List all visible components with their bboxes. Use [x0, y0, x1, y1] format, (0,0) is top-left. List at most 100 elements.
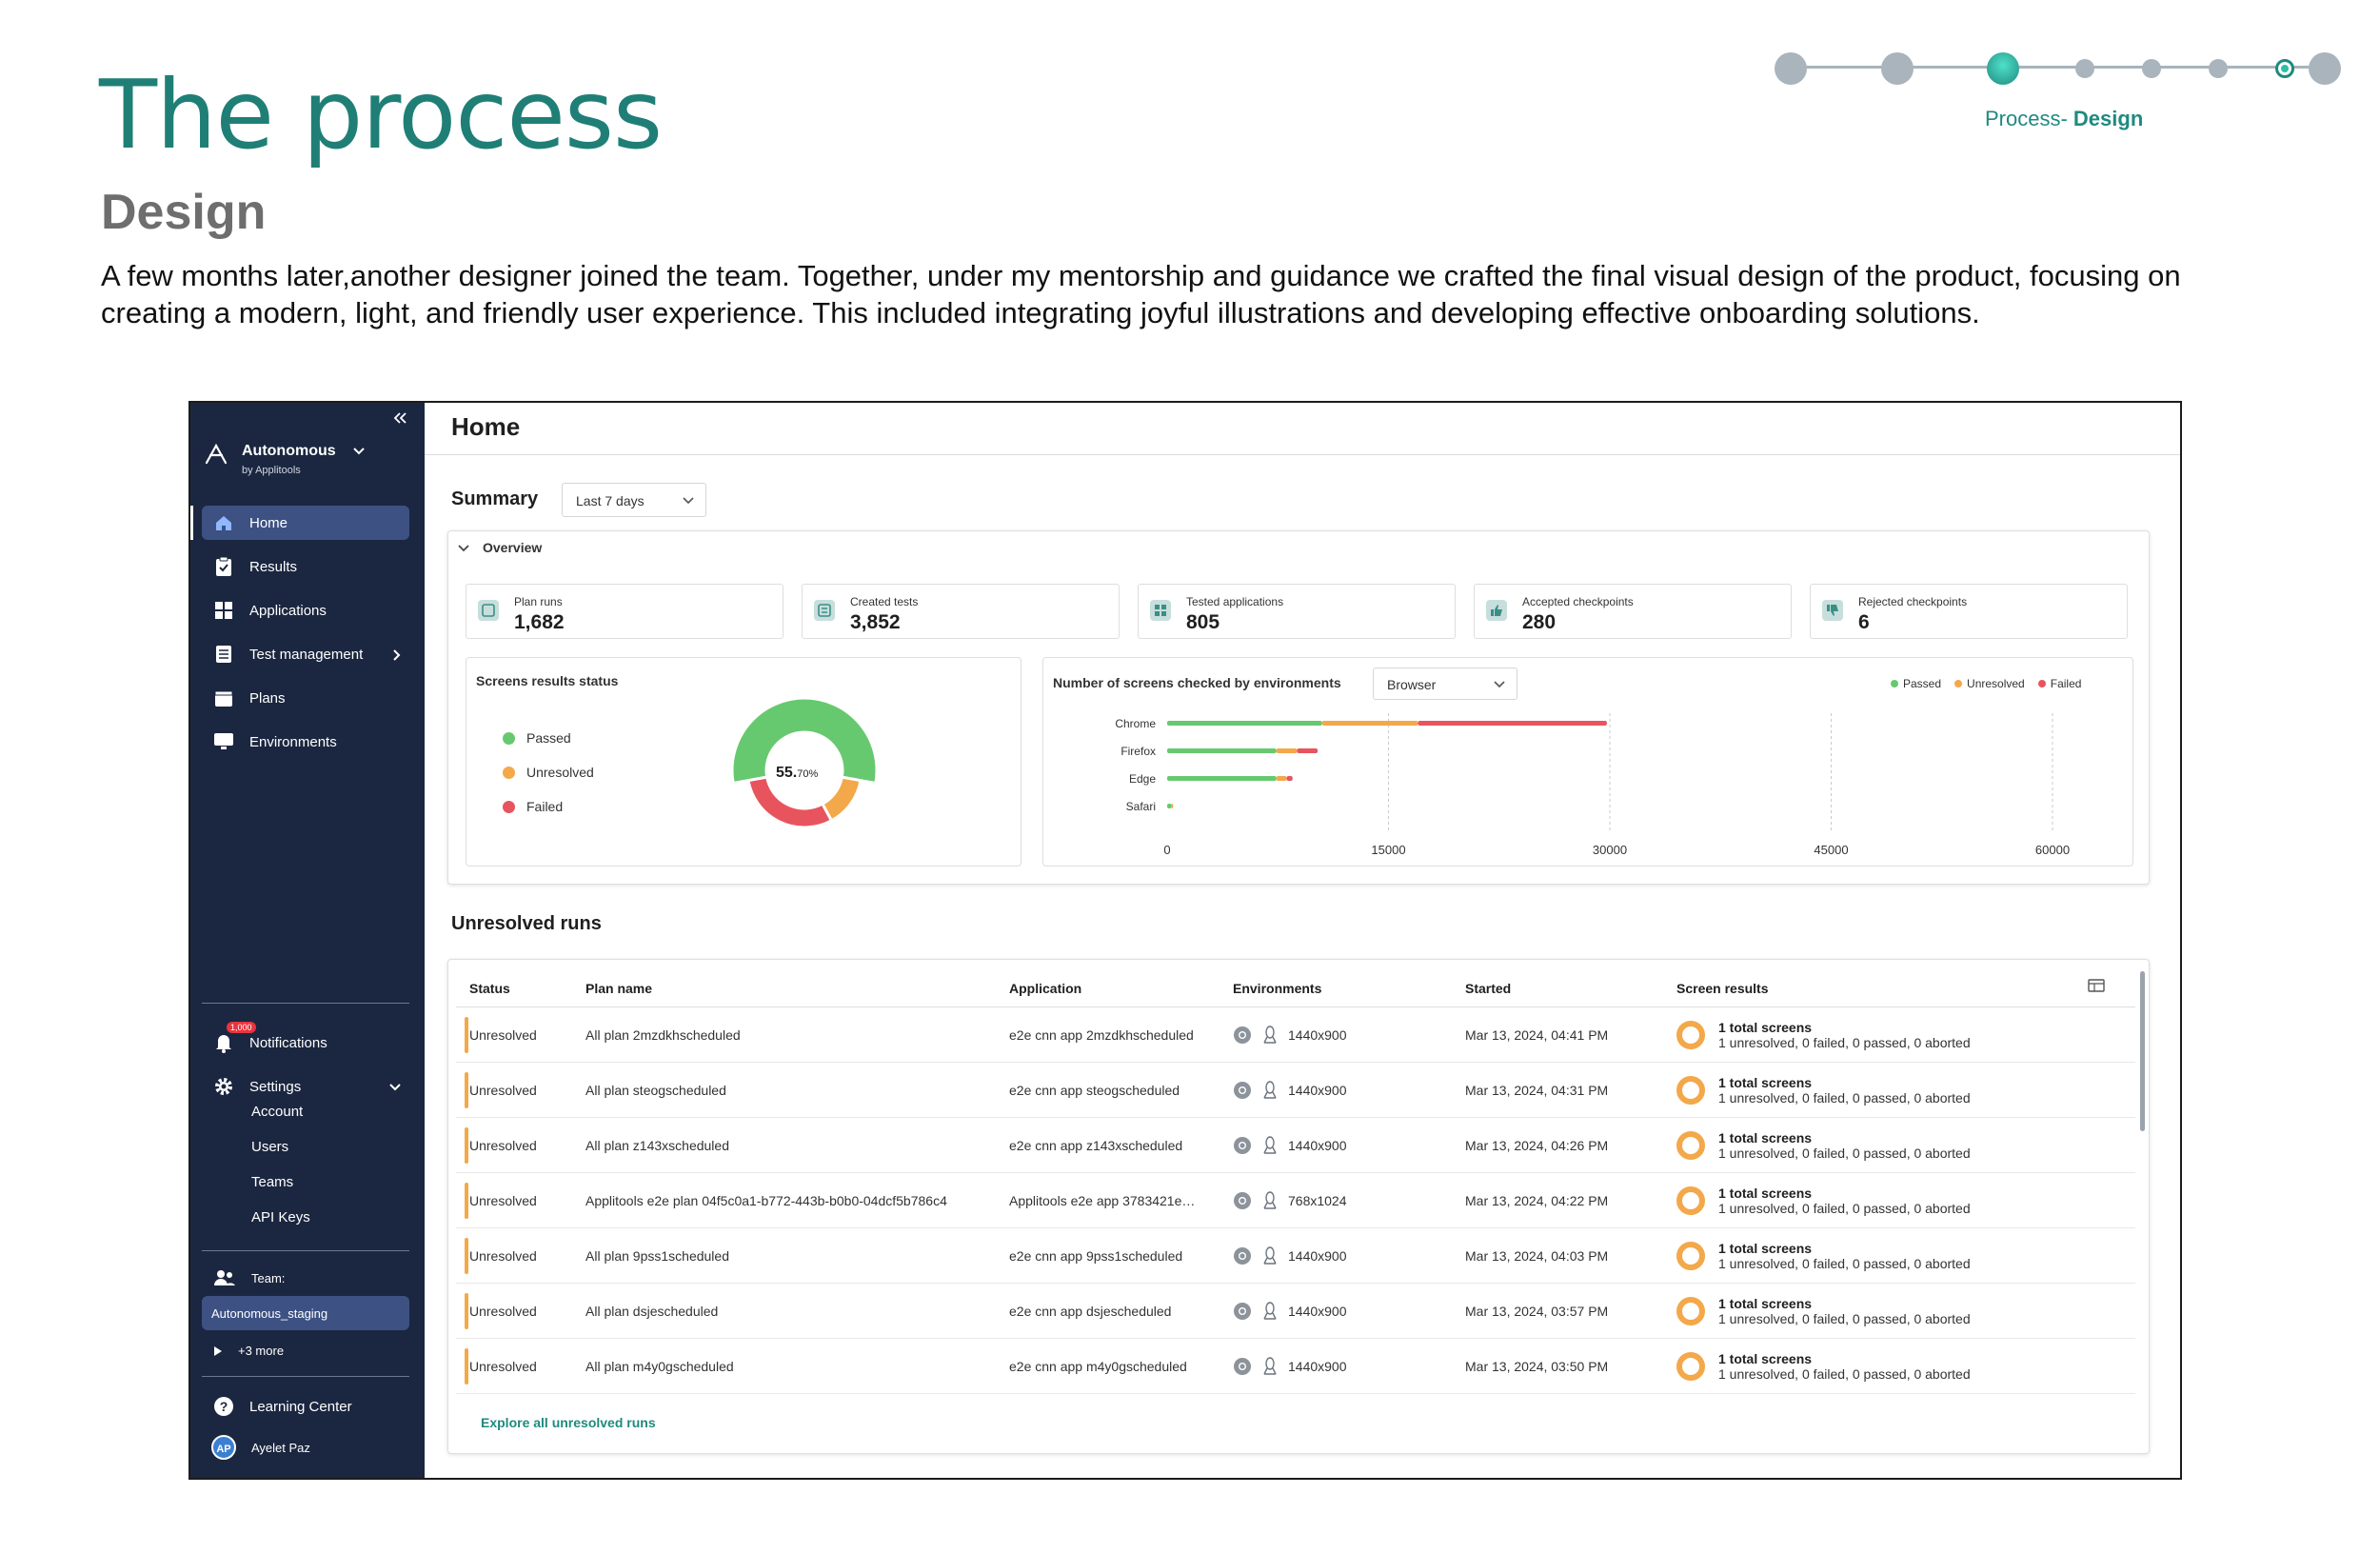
sidebar-item-environments[interactable]: Environments [202, 725, 409, 759]
legend-label: Unresolved [1967, 677, 2025, 690]
legend-label: Unresolved [526, 765, 594, 780]
cell-plan-name[interactable]: All plan steogscheduled [585, 1082, 726, 1098]
cell-plan-name[interactable]: All plan 9pss1scheduled [585, 1247, 729, 1264]
table-settings-icon[interactable] [2088, 979, 2105, 994]
status-indicator [465, 1017, 468, 1053]
sidebar-item-learning-center[interactable]: ? Learning Center [202, 1389, 409, 1424]
header-divider [425, 454, 2180, 455]
bar-edge-passed [1167, 776, 1277, 781]
total-screens: 1 total screens [1718, 1074, 1813, 1090]
main-content: Home Summary Last 7 days Overview Plan r… [425, 403, 2180, 1478]
notifications-badge: 1,000 [227, 1022, 256, 1033]
unresolved-dot [503, 766, 515, 779]
sidebar-item-label: Test management [249, 646, 364, 663]
explore-unresolved-link[interactable]: Explore all unresolved runs [481, 1415, 656, 1430]
table-row[interactable]: Unresolved All plan m4y0gscheduled e2e cnn… [456, 1339, 2135, 1394]
list-icon [213, 644, 234, 665]
cell-plan-name[interactable]: All plan 2mzdkhscheduled [585, 1026, 741, 1043]
env-legend: Passed Unresolved Failed [1891, 677, 2081, 690]
legend-unresolved: Unresolved [503, 765, 594, 780]
chrome-icon [1234, 1191, 1251, 1209]
table-row[interactable]: Unresolved Applitools e2e plan 04f5c0a1-b… [456, 1173, 2135, 1228]
table-scrollbar[interactable] [2140, 971, 2145, 1131]
cell-application[interactable]: e2e cnn app z143xscheduled [1009, 1137, 1183, 1153]
table-row[interactable]: Unresolved All plan z143xscheduled e2e cnn… [456, 1118, 2135, 1173]
cell-plan-name[interactable]: Applitools e2e plan 04f5c0a1-b772-443b-b… [585, 1192, 947, 1208]
sidebar-item-settings[interactable]: Settings [202, 1069, 409, 1104]
results-breakdown: 1 unresolved, 0 failed, 0 passed, 0 abor… [1718, 1089, 1971, 1106]
sidebar-item-home[interactable]: Home [202, 506, 409, 540]
table-row[interactable]: Unresolved All plan dsjescheduled e2e cnn … [456, 1284, 2135, 1339]
cell-application[interactable]: e2e cnn app 9pss1scheduled [1009, 1247, 1183, 1264]
bell-icon [213, 1032, 234, 1053]
column-screen-results[interactable]: Screen results [1676, 980, 1769, 996]
cell-application[interactable]: Applitools e2e app 3783421e… [1009, 1192, 1196, 1208]
cell-plan-name[interactable]: All plan dsjescheduled [585, 1303, 719, 1319]
column-environments[interactable]: Environments [1233, 980, 1322, 996]
cell-application[interactable]: e2e cnn app 2mzdkhscheduled [1009, 1026, 1194, 1043]
chevron-down-icon[interactable] [352, 447, 366, 456]
sidebar-item-plans[interactable]: Plans [202, 681, 409, 715]
cell-status: Unresolved [469, 1192, 537, 1208]
legend-label: Failed [2050, 677, 2082, 690]
column-started[interactable]: Started [1465, 980, 1512, 996]
stat-created-tests: Created tests 3,852 [802, 584, 1120, 639]
sidebar-item-results[interactable]: Results [202, 549, 409, 584]
sidebar-item-label: Notifications [249, 1034, 327, 1051]
cell-screen-results: 1 total screens 1 unresolved, 0 failed, 0… [1671, 1075, 2135, 1106]
progress-step [2142, 59, 2161, 78]
play-icon [214, 1346, 222, 1356]
status-indicator [465, 1183, 468, 1219]
stat-label: Rejected checkpoints [1858, 595, 1968, 608]
active-indicator [190, 506, 193, 540]
progress-step [1881, 52, 1914, 85]
brand-name[interactable]: Autonomous [242, 443, 336, 459]
sidebar-item-test-management[interactable]: Test management [202, 637, 409, 671]
cell-plan-name[interactable]: All plan m4y0gscheduled [585, 1358, 734, 1374]
user-name[interactable]: Ayelet Paz [251, 1441, 310, 1455]
autonomous-logo-icon [205, 443, 228, 465]
process-progress-indicator [1771, 50, 2342, 88]
linux-icon [1263, 1301, 1277, 1320]
summary-label: Summary [451, 488, 539, 509]
sidebar-item-notifications[interactable]: Notifications 1,000 [202, 1022, 409, 1060]
cell-application[interactable]: e2e cnn app steogscheduled [1009, 1082, 1180, 1098]
column-application[interactable]: Application [1009, 980, 1082, 996]
cell-application[interactable]: e2e cnn app m4y0gscheduled [1009, 1358, 1187, 1374]
total-screens: 1 total screens [1718, 1019, 1813, 1035]
overview-label[interactable]: Overview [483, 540, 543, 555]
cell-screen-results: 1 total screens 1 unresolved, 0 failed, 0… [1671, 1020, 2135, 1050]
avatar[interactable]: AP [211, 1435, 236, 1460]
column-plan-name[interactable]: Plan name [585, 980, 653, 996]
chevron-down-icon [1494, 681, 1505, 688]
donut-slice-failed [746, 775, 834, 829]
period-select[interactable]: Last 7 days [562, 483, 706, 517]
chevron-down-icon[interactable] [458, 545, 469, 552]
screens-status-title: Screens results status [476, 673, 619, 688]
linux-icon [1263, 1080, 1277, 1099]
env-chart-card: Number of screens checked by environment… [1042, 657, 2133, 867]
settings-item-api-keys[interactable]: API Keys [251, 1209, 310, 1225]
x-tick-label: 60000 [2035, 843, 2070, 857]
settings-item-teams[interactable]: Teams [251, 1174, 294, 1190]
table-row[interactable]: Unresolved All plan steogscheduled e2e cnn… [456, 1063, 2135, 1118]
failed-dot [2037, 680, 2046, 687]
column-status[interactable]: Status [469, 980, 510, 996]
cell-plan-name[interactable]: All plan z143xscheduled [585, 1137, 729, 1153]
cell-application[interactable]: e2e cnn app dsjescheduled [1009, 1303, 1172, 1319]
sidebar-item-applications[interactable]: Applications [202, 593, 409, 628]
table-row[interactable]: Unresolved All plan 2mzdkhscheduled e2e cn… [456, 1007, 2135, 1063]
resolution: 1440x900 [1288, 1358, 1347, 1374]
category-label: Chrome [1115, 717, 1156, 730]
settings-item-users[interactable]: Users [251, 1139, 289, 1155]
cell-status: Unresolved [469, 1247, 537, 1264]
team-selector[interactable]: Autonomous_staging [202, 1296, 409, 1330]
app-screenshot: Autonomous by Applitools Home Results Ap… [188, 401, 2182, 1480]
double-chevron-left-icon[interactable] [392, 410, 407, 426]
env-type-select[interactable]: Browser [1373, 667, 1517, 700]
status-indicator [465, 1293, 468, 1329]
chrome-icon [1234, 1136, 1251, 1154]
table-row[interactable]: Unresolved All plan 9pss1scheduled e2e cnn… [456, 1228, 2135, 1284]
team-more-link[interactable]: +3 more [238, 1344, 285, 1358]
settings-item-account[interactable]: Account [251, 1104, 304, 1120]
